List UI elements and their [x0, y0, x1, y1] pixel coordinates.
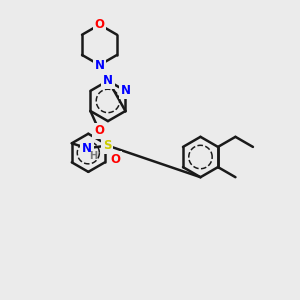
- Text: N: N: [103, 74, 113, 87]
- Text: N: N: [120, 84, 130, 97]
- Text: O: O: [94, 18, 104, 31]
- Text: N: N: [94, 58, 104, 71]
- Text: O: O: [110, 153, 120, 166]
- Text: N: N: [82, 142, 92, 155]
- Text: S: S: [103, 139, 112, 152]
- Text: O: O: [94, 124, 104, 137]
- Text: H: H: [89, 151, 98, 161]
